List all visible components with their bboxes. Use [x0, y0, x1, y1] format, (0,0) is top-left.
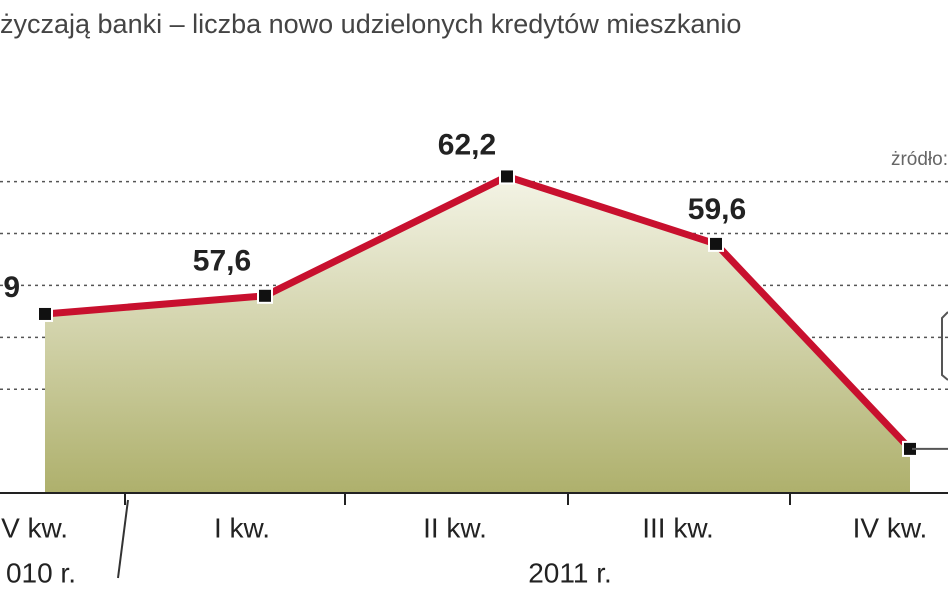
callout-box	[941, 311, 948, 381]
chart-title: życzają banki – liczba nowo udzielonych …	[0, 9, 741, 39]
group-label: 010 r.	[6, 557, 76, 588]
x-tick-label: V kw.	[1, 512, 68, 543]
x-tick-label: I kw.	[214, 512, 270, 543]
data-label: 59,6	[688, 193, 746, 226]
x-tick-label: III kw.	[642, 512, 714, 543]
point	[257, 287, 273, 304]
x-tick-label: II kw.	[423, 512, 487, 543]
point	[499, 168, 515, 185]
year-separator	[117, 499, 129, 579]
x-tick-label: IV kw.	[853, 512, 928, 543]
point	[708, 235, 724, 252]
source: żródło:	[891, 149, 948, 170]
data-label: 9	[3, 271, 20, 304]
data-label: 57,6	[193, 245, 251, 278]
data-label: 62,2	[438, 128, 496, 161]
point	[37, 305, 53, 322]
group-label: 2011 r.	[528, 557, 612, 588]
area	[45, 176, 910, 493]
